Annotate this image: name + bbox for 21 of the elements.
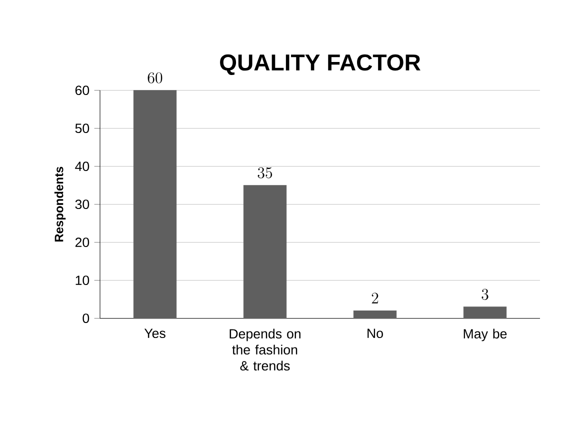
y-tick-label: 60 xyxy=(75,86,90,96)
y-tick-label: 40 xyxy=(75,162,90,172)
data-label: 35 xyxy=(258,167,272,178)
y-tick-label: 30 xyxy=(75,200,90,210)
y-tick-label: 50 xyxy=(75,124,90,134)
y-axis-title: Respondents xyxy=(54,166,66,242)
x-tick-label: Yes xyxy=(144,328,166,338)
data-label: 60 xyxy=(148,72,162,84)
y-tick-label: 0 xyxy=(82,314,90,324)
x-tick-label: Depends on the fashion & trends xyxy=(230,328,300,371)
y-tick-label: 10 xyxy=(76,276,90,286)
bar xyxy=(353,310,397,319)
x-tick-label: No xyxy=(368,328,383,338)
bar xyxy=(133,90,177,319)
x-tick-label: May be xyxy=(464,328,507,342)
y-tick-label: 20 xyxy=(75,238,90,248)
bar xyxy=(463,306,507,319)
data-label: 3 xyxy=(482,288,488,300)
bar xyxy=(243,185,287,319)
data-label: 2 xyxy=(372,292,378,304)
chart-title: QUALITY FACTOR xyxy=(220,54,420,75)
